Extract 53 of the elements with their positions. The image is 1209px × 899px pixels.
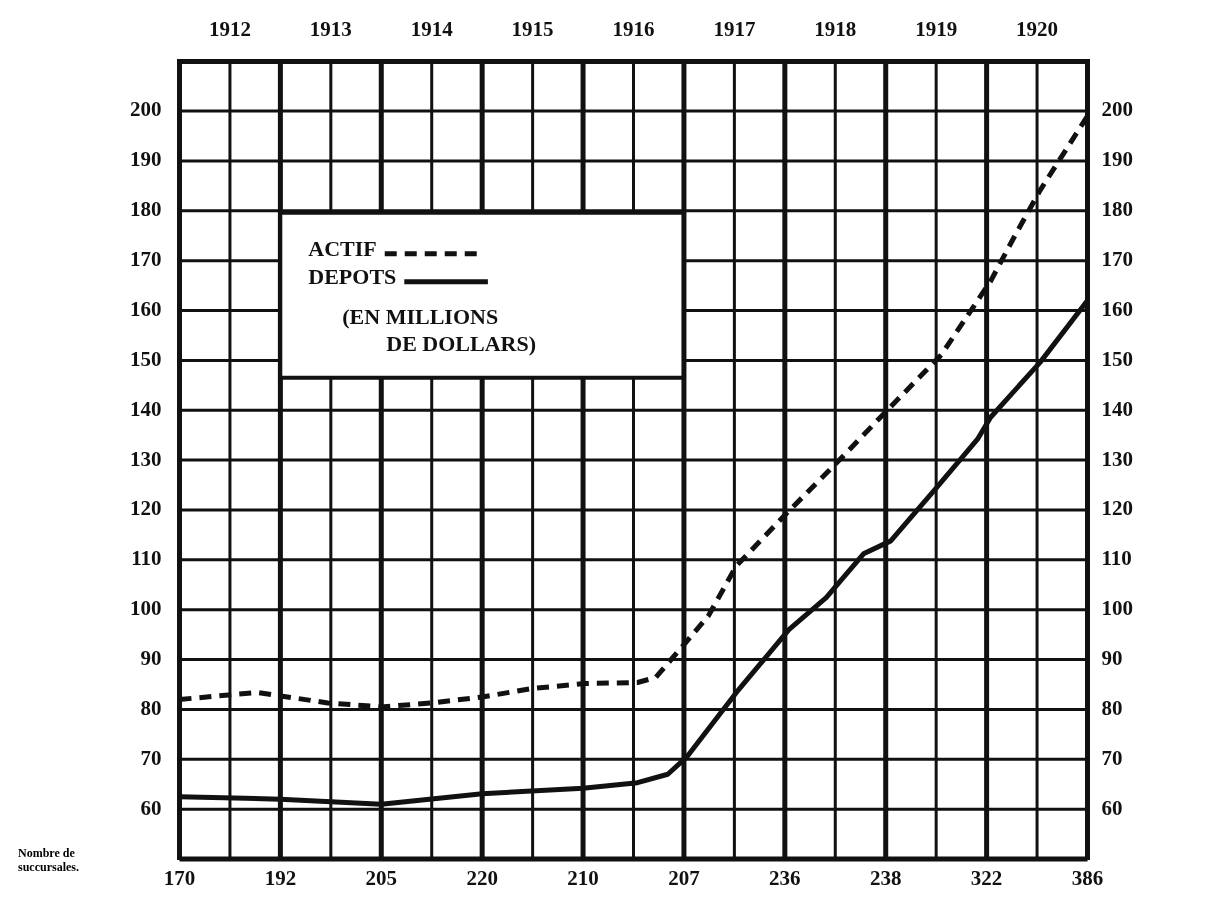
y-tick-label: 80 <box>140 695 162 720</box>
y2-tick-label: 60 <box>1101 795 1123 820</box>
text: 207 <box>668 865 700 890</box>
text: 236 <box>769 865 801 890</box>
x-tick-label: 1913 <box>309 17 352 42</box>
y2-tick-label: 110 <box>1101 546 1132 571</box>
x-tick-label: 1917 <box>713 17 756 42</box>
y-tick-label: 140 <box>130 396 162 421</box>
y2-tick-label: 140 <box>1101 396 1133 421</box>
y2-tick-label: 100 <box>1101 596 1133 621</box>
x-axis-title: Nombre de succursales. <box>18 846 80 874</box>
y-tick-label: 200 <box>130 97 162 122</box>
y2-tick-label: 90 <box>1101 645 1123 670</box>
x-tick-label: 1916 <box>612 17 655 42</box>
legend-label: DEPOTS <box>308 264 397 290</box>
y-tick-label: 130 <box>130 446 162 471</box>
y-axis-title: (EN MILLIONS DE DOLLARS) <box>342 304 537 357</box>
y-tick-label: 100 <box>130 596 162 621</box>
text: 192 <box>264 865 297 890</box>
y2-tick-label: 70 <box>1101 745 1123 770</box>
y2-tick-label: 160 <box>1101 296 1133 321</box>
text: 210 <box>567 865 599 890</box>
text: 170 <box>163 865 196 890</box>
x-tick-label: 1915 <box>511 17 554 42</box>
text: 220 <box>466 865 498 890</box>
text: 238 <box>869 865 902 890</box>
text: 205 <box>365 865 398 890</box>
x-tick-label: 1918 <box>814 17 857 42</box>
y-tick-label: 170 <box>130 247 162 272</box>
legend-label: ACTIF <box>308 236 377 262</box>
x-tick-label: 1920 <box>1016 17 1059 42</box>
y-tick-label: 160 <box>130 296 162 321</box>
y2-tick-label: 190 <box>1101 147 1133 172</box>
y-tick-label: 190 <box>130 147 162 172</box>
y-tick-label: 90 <box>140 645 162 670</box>
y-tick-label: 110 <box>131 546 162 571</box>
y2-tick-label: 150 <box>1101 346 1133 371</box>
y2-tick-label: 130 <box>1101 446 1133 471</box>
y2-tick-label: 170 <box>1101 247 1133 272</box>
y2-tick-label: 200 <box>1101 97 1133 122</box>
y-tick-label: 70 <box>140 745 162 770</box>
x-tick-label: 1912 <box>208 17 251 42</box>
y2-tick-label: 80 <box>1101 695 1123 720</box>
y-tick-label: 150 <box>130 346 162 371</box>
y-tick-label: 60 <box>140 795 162 820</box>
y-tick-label: 180 <box>130 197 162 222</box>
y-tick-label: 120 <box>130 496 162 521</box>
y2-tick-label: 180 <box>1101 197 1133 222</box>
y2-tick-label: 120 <box>1101 496 1133 521</box>
x-tick-label: 1914 <box>410 17 454 42</box>
x-tick-label: 1919 <box>915 17 958 42</box>
text: 386 <box>1071 865 1104 890</box>
text: 322 <box>970 865 1003 890</box>
